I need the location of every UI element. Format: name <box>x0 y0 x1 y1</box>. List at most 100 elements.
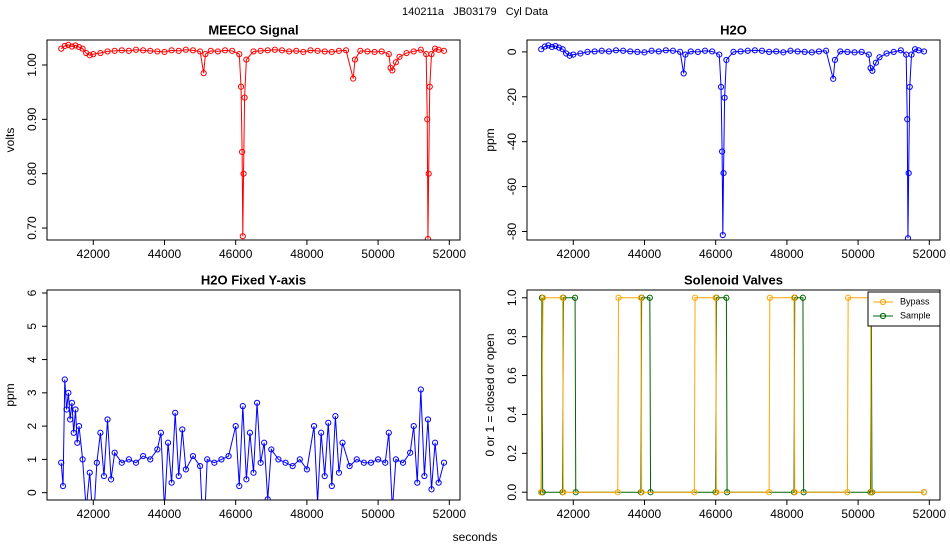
data-point <box>758 47 766 54</box>
x-tick-label: 52000 <box>433 507 467 521</box>
data-point <box>865 51 872 58</box>
data-point <box>332 413 339 420</box>
data-line <box>540 44 925 239</box>
data-point <box>407 449 414 456</box>
data-point <box>440 47 448 54</box>
data-point <box>662 47 669 54</box>
y-axis-label: ppm <box>3 383 17 406</box>
data-point <box>851 49 858 56</box>
data-point <box>353 456 360 463</box>
data-point <box>246 429 254 436</box>
data-point <box>232 423 239 430</box>
data-point <box>799 294 807 301</box>
x-tick-label: 50000 <box>841 247 875 261</box>
data-point <box>637 294 645 301</box>
data-point <box>164 439 172 446</box>
data-point <box>634 48 641 55</box>
data-point <box>801 48 808 55</box>
x-tick-label: 48000 <box>770 507 804 521</box>
data-point <box>58 459 65 466</box>
data-point <box>737 48 744 55</box>
data-point <box>264 47 271 54</box>
data-point <box>261 439 268 446</box>
data-point <box>175 472 182 480</box>
y-tick-label: 6 <box>25 289 39 296</box>
data-point <box>773 48 780 55</box>
data-point <box>424 235 432 240</box>
data-point <box>237 83 245 90</box>
data-point <box>414 479 421 486</box>
legend-marker <box>879 298 887 306</box>
data-point <box>872 59 880 66</box>
data-point <box>883 50 890 57</box>
data-point <box>392 59 400 66</box>
data-point <box>545 42 552 49</box>
data-point <box>822 47 830 54</box>
data-point <box>201 540 206 545</box>
data-point <box>278 47 286 54</box>
data-point <box>147 456 154 463</box>
data-point <box>389 67 396 74</box>
x-tick-label: 50000 <box>361 507 395 521</box>
data-point <box>385 429 392 436</box>
data-point <box>559 294 566 301</box>
data-point <box>154 446 161 453</box>
data-point <box>612 47 620 54</box>
x-tick-label: 42000 <box>557 247 591 261</box>
data-point <box>723 294 730 301</box>
x-tick-label: 48000 <box>290 247 324 261</box>
data-point <box>646 294 653 301</box>
panel-title: H2O Fixed Y-axis <box>201 272 306 287</box>
plot-frame <box>46 289 461 501</box>
data-point <box>342 47 350 54</box>
data-point <box>68 43 76 50</box>
data-point <box>264 496 271 500</box>
data-point <box>286 48 293 55</box>
data-point <box>196 48 204 55</box>
data-point <box>876 54 883 61</box>
data-point <box>314 47 321 54</box>
data-point <box>791 489 798 496</box>
x-axis-label: seconds <box>453 530 498 544</box>
data-point <box>701 47 709 54</box>
data-point <box>375 456 382 463</box>
data-point <box>72 406 79 413</box>
data-point <box>202 51 209 58</box>
data-point <box>132 459 140 466</box>
y-tick-label: 4 <box>25 356 39 363</box>
data-point <box>417 46 424 53</box>
data-point <box>107 476 115 483</box>
data-point <box>680 70 687 77</box>
data-point <box>723 56 730 64</box>
y-tick-label: 1.00 <box>25 53 39 77</box>
x-tick-label: 44000 <box>148 507 182 521</box>
data-point <box>682 51 689 58</box>
data-point <box>808 49 815 56</box>
data-point <box>328 482 335 490</box>
data-point <box>716 51 723 58</box>
data-point <box>766 48 773 55</box>
data-point <box>321 472 328 480</box>
data-point <box>125 456 132 463</box>
x-tick-label: 42000 <box>557 507 591 521</box>
data-point <box>282 459 289 466</box>
data-point <box>200 70 207 77</box>
data-point <box>104 48 111 55</box>
y-tick-label: 0.6 <box>505 367 519 384</box>
data-point <box>350 75 357 82</box>
data-point <box>766 489 773 496</box>
data-point <box>225 452 232 460</box>
data-point <box>787 47 794 54</box>
data-point <box>794 48 801 55</box>
x-tick-label: 46000 <box>699 507 733 521</box>
data-point <box>538 489 545 496</box>
y-tick-label: 3 <box>25 389 39 396</box>
data-point <box>360 459 367 466</box>
data-point <box>614 489 621 496</box>
data-point <box>335 47 343 54</box>
data-point <box>911 46 919 53</box>
y-tick-label: -20 <box>505 88 519 106</box>
data-point <box>111 47 118 54</box>
x-tick-label: 46000 <box>219 507 253 521</box>
